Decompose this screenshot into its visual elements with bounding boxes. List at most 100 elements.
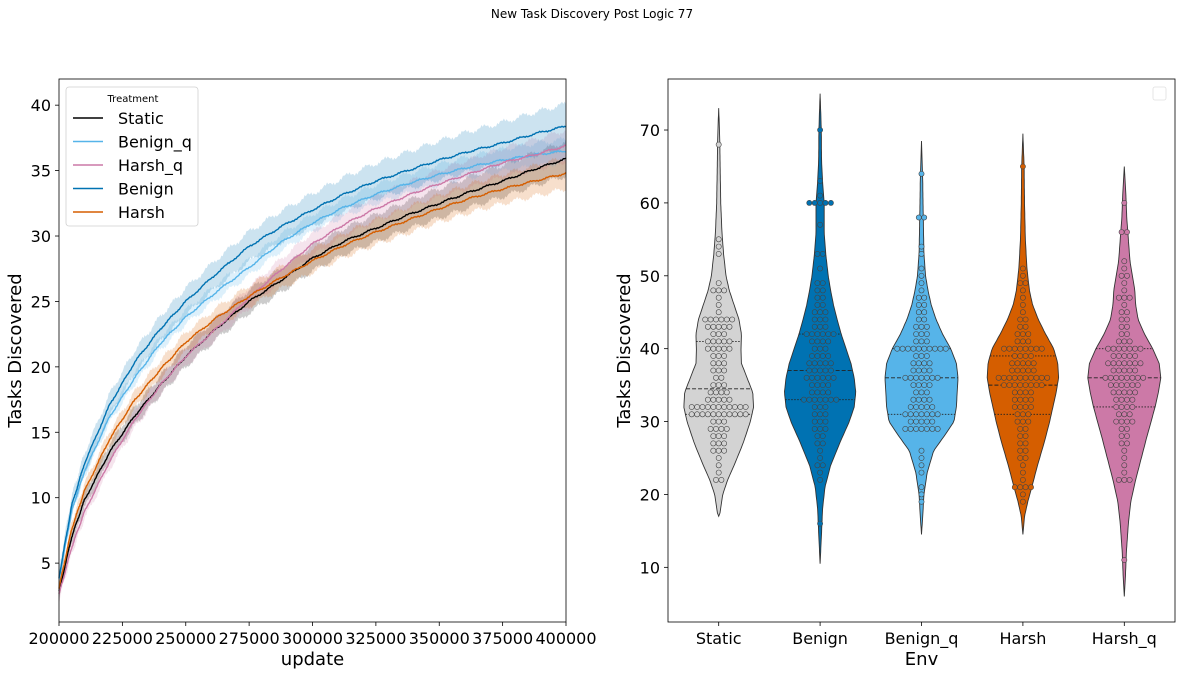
x-axis-ticks: 200000 225000 250000 275000 300000 325000 3500… [28, 622, 597, 648]
swarm-point-benign-q [921, 301, 928, 308]
swarm-point-benign [811, 396, 818, 403]
swarm-point-benign-q [907, 425, 914, 432]
swarm-point-benign [819, 462, 826, 469]
swarm-point-benign [819, 433, 826, 439]
swarm-point-harsh-q [1118, 272, 1125, 279]
swarm-point-static [715, 360, 722, 367]
swarm-point-static [718, 374, 725, 381]
swarm-point-benign-q [918, 469, 925, 476]
swarm-point-benign-q [910, 382, 917, 388]
swarm-point-harsh-q [1121, 280, 1128, 286]
swarm-point-static [715, 287, 722, 294]
swarm-point-harsh [1044, 374, 1051, 381]
swarm-point-harsh-q [1132, 353, 1138, 359]
swarm-point-static [715, 309, 722, 316]
swarm-point-benign-q [918, 425, 925, 432]
swarm-point-benign [828, 199, 834, 206]
swarm-point-static [715, 440, 722, 447]
swarm-point-benign [806, 199, 813, 206]
swarm-point-static [742, 411, 749, 418]
swarm-point-benign-q [926, 382, 933, 388]
swarm-point-harsh-q [1118, 433, 1125, 439]
y-tick-label: 40 [640, 340, 660, 359]
swarm-point-harsh [1011, 382, 1018, 388]
swarm-point-benign [817, 360, 823, 367]
swarm-point-harsh-q [1124, 374, 1130, 381]
swarm-point-benign [811, 360, 818, 367]
swarm-point-benign-q [918, 280, 925, 286]
y-tick-label: 50 [640, 267, 660, 286]
swarm-point-benign [809, 338, 815, 345]
swarm-point-benign [809, 389, 815, 396]
swarm-point-benign [817, 476, 823, 483]
swarm-point-harsh [1017, 345, 1024, 352]
swarm-point-harsh-q [1116, 389, 1122, 396]
swarm-point-harsh [1017, 433, 1024, 439]
swarm-point-benign-q [902, 374, 909, 381]
swarm-point-static [715, 280, 722, 286]
swarm-point-benign-q [924, 425, 930, 432]
swarm-point-benign [819, 280, 826, 286]
swarm-point-harsh [1020, 163, 1026, 170]
swarm-point-harsh [1017, 316, 1024, 323]
swarm-point-benign [814, 301, 821, 308]
swarm-point-benign [811, 323, 818, 330]
swarm-point-benign [817, 192, 823, 199]
swarm-point-harsh [1014, 367, 1021, 374]
swarm-point-benign-q [915, 345, 922, 352]
swarm-point-benign [817, 425, 823, 432]
swarm-point-benign [803, 331, 810, 337]
swarm-point-benign-q [915, 396, 922, 403]
swarm-point-benign-q [921, 360, 928, 367]
swarm-point-benign [819, 301, 826, 308]
swarm-point-harsh-q [1121, 462, 1128, 469]
swarm-point-harsh [1017, 404, 1024, 410]
swarm-point-harsh [1025, 418, 1032, 425]
swarm-point-benign [817, 127, 823, 133]
swarm-point-harsh [1033, 374, 1040, 381]
swarm-point-harsh-q [1121, 411, 1128, 418]
swarm-point-benign [822, 309, 829, 316]
swarm-point-harsh [1025, 360, 1032, 367]
swarm-point-benign-q [915, 301, 922, 308]
swarm-point-benign-q [913, 418, 919, 425]
swarm-point-harsh-q [1116, 367, 1122, 374]
swarm-point-harsh-q [1132, 360, 1138, 367]
violins [683, 93, 1162, 597]
swarm-point-harsh-q [1121, 294, 1128, 301]
swarm-point-static [726, 323, 733, 330]
swarm-point-harsh [1022, 389, 1029, 396]
swarm-point-benign-q [913, 389, 919, 396]
swarm-point-benign-q [929, 418, 936, 425]
swarm-point-static [715, 433, 722, 439]
swarm-point-benign-q [924, 323, 930, 330]
swarm-point-benign-q [921, 382, 928, 388]
swarm-point-static [710, 338, 717, 345]
swarm-point-harsh [1022, 404, 1029, 410]
swarm-point-harsh-q [1126, 338, 1133, 345]
swarm-point-benign [822, 411, 829, 418]
swarm-point-harsh-q [1124, 323, 1130, 330]
swarm-point-harsh-q [1116, 360, 1122, 367]
swarm-point-static [715, 411, 722, 418]
swarm-point-static [729, 316, 736, 323]
swarm-point-harsh [1014, 331, 1021, 337]
swarm-point-benign-q [910, 367, 917, 374]
swarm-point-benign [822, 404, 829, 410]
swarm-point-benign-q [921, 396, 928, 403]
swarm-point-static [721, 404, 727, 410]
swarm-point-static [723, 425, 730, 432]
x-tick-label: 350000 [409, 629, 470, 648]
y-tick-label: 15 [31, 423, 51, 442]
swarm-point-static [710, 367, 717, 374]
swarm-point-benign-q [918, 243, 925, 250]
swarm-point-benign [811, 345, 818, 352]
y-tick-label: 40 [31, 96, 51, 115]
swarm-point-harsh [1017, 396, 1024, 403]
swarm-point-static [713, 476, 719, 483]
swarm-point-benign [817, 469, 823, 476]
swarm-point-benign [825, 382, 832, 388]
swarm-point-harsh-q [1126, 367, 1133, 374]
legend: Treatment Static Benign_q Harsh_q Benign Har… [65, 86, 199, 227]
